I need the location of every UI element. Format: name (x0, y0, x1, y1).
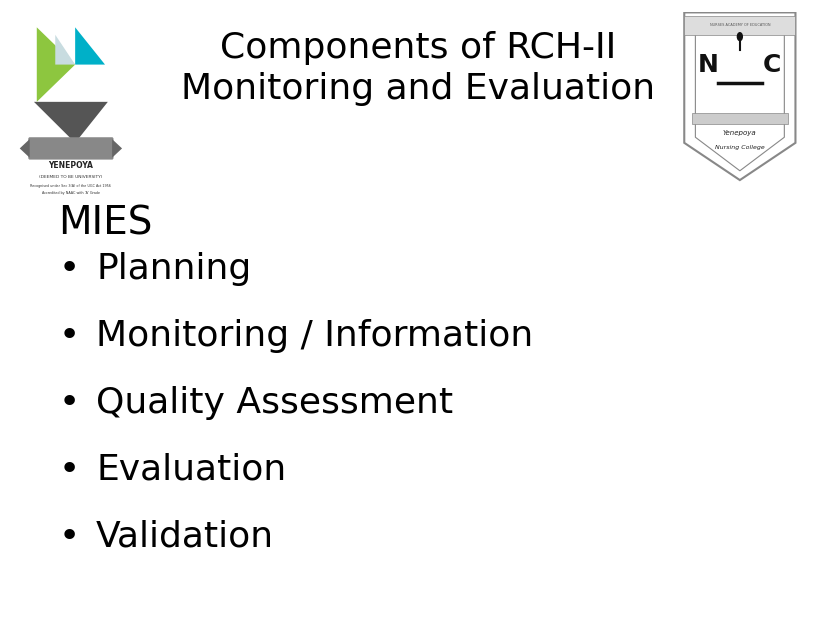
Text: N: N (698, 53, 718, 76)
Text: •: • (59, 520, 79, 554)
FancyBboxPatch shape (692, 113, 788, 124)
FancyBboxPatch shape (28, 137, 114, 160)
Polygon shape (112, 139, 122, 158)
Text: Yenepoya: Yenepoya (723, 130, 757, 136)
Text: •: • (59, 453, 79, 487)
FancyBboxPatch shape (684, 16, 795, 35)
Text: Planning: Planning (96, 252, 252, 286)
Polygon shape (34, 102, 108, 143)
Text: Components of RCH-II
Monitoring and Evaluation: Components of RCH-II Monitoring and Eval… (181, 31, 655, 106)
Polygon shape (75, 27, 105, 65)
Text: •: • (59, 386, 79, 420)
Text: YENEPOYA: YENEPOYA (48, 161, 94, 170)
Text: Evaluation: Evaluation (96, 453, 287, 487)
Text: Nursing College: Nursing College (715, 145, 765, 150)
Ellipse shape (737, 32, 743, 41)
Text: Accredited by NAAC with 'A' Grade: Accredited by NAAC with 'A' Grade (42, 191, 100, 195)
Text: Validation: Validation (96, 520, 274, 554)
Text: C: C (762, 53, 781, 76)
Text: Recognised under Sec 3(A) of the UGC Act 1956: Recognised under Sec 3(A) of the UGC Act… (30, 184, 111, 188)
Text: MIES: MIES (59, 205, 153, 243)
Text: Quality Assessment: Quality Assessment (96, 386, 453, 420)
Text: •: • (59, 252, 79, 286)
Polygon shape (55, 35, 75, 65)
Polygon shape (37, 27, 75, 102)
Text: (DEEMED TO BE UNIVERSITY): (DEEMED TO BE UNIVERSITY) (39, 175, 103, 178)
Text: NURSES ACADEMY OF EDUCATION: NURSES ACADEMY OF EDUCATION (710, 22, 770, 27)
Text: Monitoring / Information: Monitoring / Information (96, 319, 533, 353)
Polygon shape (20, 139, 30, 158)
Text: •: • (59, 319, 79, 353)
